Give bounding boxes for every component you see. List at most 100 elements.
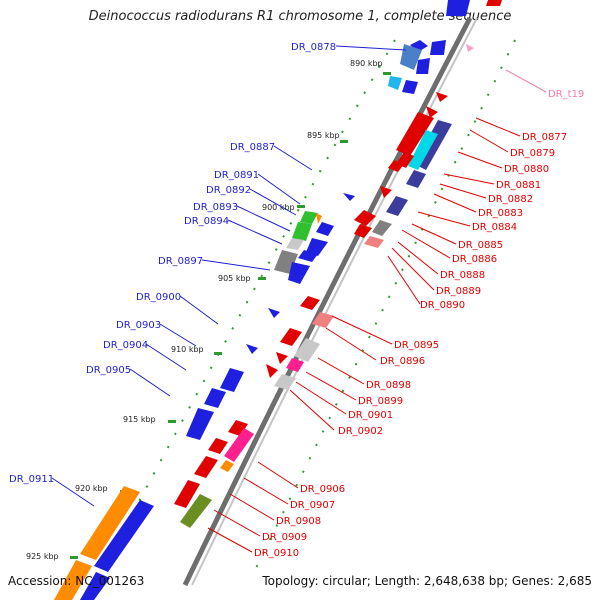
gene-feature[interactable]: [466, 44, 474, 52]
gene-label-right[interactable]: DR_0885: [458, 240, 503, 251]
gene-label-right[interactable]: DR_0901: [348, 410, 393, 421]
gene-feature[interactable]: [430, 40, 446, 55]
gene-label-right[interactable]: DR_0879: [510, 148, 555, 159]
gene-feature[interactable]: [174, 480, 200, 508]
gene-label-right[interactable]: DR_0902: [338, 426, 383, 437]
gene-label-right[interactable]: DR_0882: [488, 194, 533, 205]
gene-feature[interactable]: [246, 344, 258, 354]
leader-line: [243, 477, 289, 505]
gene-feature[interactable]: [354, 224, 372, 238]
gene-feature[interactable]: [300, 211, 318, 224]
gene-label-right[interactable]: DR_0886: [452, 254, 497, 265]
gene-label-right[interactable]: DR_0898: [366, 380, 411, 391]
gene-label-left[interactable]: DR_0894: [184, 216, 229, 227]
gene-label-right[interactable]: DR_0910: [254, 548, 299, 559]
gene-feature[interactable]: [316, 213, 322, 224]
gene-feature[interactable]: [416, 58, 430, 74]
gene-feature[interactable]: [280, 328, 302, 346]
gene-feature[interactable]: [426, 106, 438, 118]
gene-feature[interactable]: [220, 460, 234, 472]
gene-feature[interactable]: [186, 408, 214, 440]
gene-feature[interactable]: [386, 196, 408, 216]
gene-label-left[interactable]: DR_0900: [136, 292, 181, 303]
leader-line: [335, 45, 407, 51]
gene-feature[interactable]: [266, 364, 278, 378]
gene-label-left[interactable]: DR_0887: [230, 142, 275, 153]
gene-label-right[interactable]: DR_0906: [300, 484, 345, 495]
gene-feature[interactable]: [80, 486, 140, 560]
gene-feature[interactable]: [294, 338, 320, 362]
gene-label-left[interactable]: DR_0891: [214, 170, 259, 181]
gene-label-right[interactable]: DR_0899: [358, 396, 403, 407]
gene-feature[interactable]: [396, 112, 434, 156]
gene-label-right[interactable]: DR_0877: [522, 132, 567, 143]
gene-feature[interactable]: [208, 438, 228, 454]
gene-feature[interactable]: [286, 238, 304, 250]
tick-mark: [70, 556, 78, 559]
gene-feature[interactable]: [446, 0, 470, 16]
gene-feature[interactable]: [402, 80, 418, 94]
gene-feature[interactable]: [364, 236, 384, 248]
gene-label-right[interactable]: DR_0908: [276, 516, 321, 527]
gene-label-right[interactable]: DR_0888: [440, 270, 485, 281]
gene-feature[interactable]: [316, 222, 334, 236]
gene-feature[interactable]: [388, 76, 402, 90]
gene-feature[interactable]: [380, 186, 392, 198]
gene-feature[interactable]: [286, 358, 304, 372]
gene-feature[interactable]: [268, 308, 280, 318]
gene-feature[interactable]: [54, 560, 92, 600]
gene-feature[interactable]: [372, 220, 392, 236]
gene-label-right[interactable]: DR_0889: [436, 286, 481, 297]
leader-line: [257, 173, 301, 205]
gene-label-left[interactable]: DR_0905: [86, 365, 131, 376]
gene-label-right[interactable]: DR_0895: [394, 340, 439, 351]
gene-feature[interactable]: [298, 250, 318, 262]
leader-line: [439, 183, 487, 199]
gene-label-right[interactable]: DR_0880: [504, 164, 549, 175]
gene-feature[interactable]: [194, 456, 218, 478]
gene-feature[interactable]: [228, 420, 248, 436]
gene-feature[interactable]: [288, 262, 310, 284]
gene-feature[interactable]: [94, 500, 154, 572]
gene-label-right[interactable]: DR_0896: [380, 356, 425, 367]
gene-feature[interactable]: [300, 296, 320, 310]
gene-feature[interactable]: [436, 92, 448, 102]
gene-feature[interactable]: [343, 193, 355, 201]
gene-label-right[interactable]: DR_0881: [496, 180, 541, 191]
gene-label-left[interactable]: DR_0893: [193, 202, 238, 213]
gene-feature[interactable]: [306, 238, 328, 256]
gene-label-left[interactable]: DR_0878: [291, 42, 336, 53]
gene-label-right[interactable]: DR_t19: [548, 89, 584, 100]
gene-feature[interactable]: [400, 44, 422, 70]
tick-label: 920 kbp: [75, 484, 108, 493]
gene-feature[interactable]: [486, 0, 502, 6]
tick-label: 910 kbp: [171, 345, 204, 354]
gene-label-right[interactable]: DR_0907: [290, 500, 335, 511]
gene-feature[interactable]: [408, 130, 438, 170]
tick-label: 925 kbp: [26, 552, 59, 561]
gene-label-left[interactable]: DR_0904: [103, 340, 148, 351]
gene-label-right[interactable]: DR_0890: [420, 300, 465, 311]
gene-feature[interactable]: [274, 374, 296, 390]
gene-feature[interactable]: [388, 160, 404, 172]
gene-feature[interactable]: [406, 170, 426, 188]
gene-label-right[interactable]: DR_0884: [472, 222, 517, 233]
gene-feature[interactable]: [180, 494, 212, 528]
gene-label-left[interactable]: DR_0903: [116, 320, 161, 331]
gene-feature[interactable]: [204, 388, 226, 408]
gene-feature[interactable]: [224, 428, 254, 462]
gene-label-right[interactable]: DR_0883: [478, 208, 523, 219]
gene-feature[interactable]: [80, 572, 110, 600]
gene-label-left[interactable]: DR_0892: [206, 185, 251, 196]
gene-feature[interactable]: [292, 222, 312, 241]
gene-label-right[interactable]: DR_0909: [262, 532, 307, 543]
gene-feature[interactable]: [276, 352, 288, 364]
tick-mark: [258, 277, 266, 280]
gene-label-left[interactable]: DR_0897: [158, 256, 203, 267]
gene-feature[interactable]: [354, 210, 376, 226]
gene-feature[interactable]: [312, 312, 334, 328]
gene-feature[interactable]: [410, 40, 428, 52]
gene-feature[interactable]: [220, 368, 244, 392]
gene-label-left[interactable]: DR_0911: [9, 474, 54, 485]
